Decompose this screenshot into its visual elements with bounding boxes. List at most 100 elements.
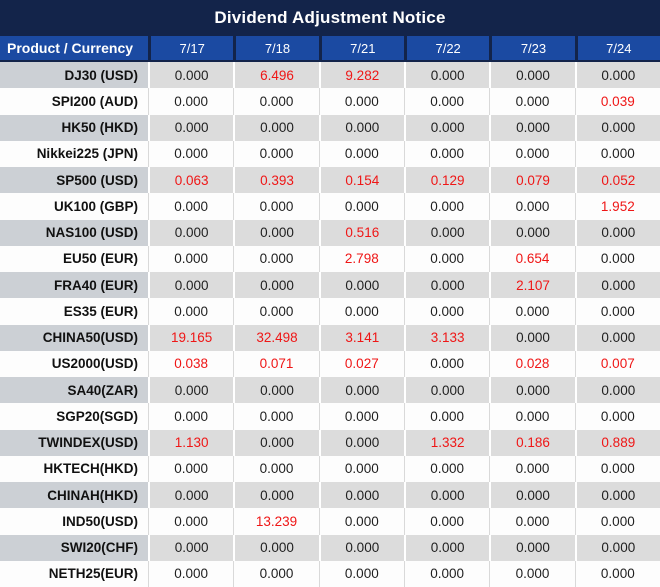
value-cell: 1.130	[148, 429, 234, 456]
dividend-table: Product / Currency 7/17 7/18 7/21 7/22 7/23 7/…	[0, 36, 660, 587]
value-cell: 0.000	[403, 534, 490, 561]
value-cell: 0.000	[489, 298, 575, 325]
value-cell: 0.000	[233, 534, 319, 561]
value-cell: 0.000	[148, 62, 234, 89]
value-cell: 0.000	[574, 455, 660, 482]
value-cell: 0.000	[489, 140, 575, 167]
title-bar: Dividend Adjustment Notice	[0, 0, 660, 36]
value-cell: 0.000	[574, 534, 660, 561]
value-cell: 0.516	[318, 219, 404, 246]
date-header: 7/23	[489, 36, 575, 62]
value-cell: 0.000	[403, 508, 490, 535]
table-row: FRA40 (EUR) 0.000 0.000 0.000 0.000 2.107 0.00…	[0, 272, 660, 299]
value-cell: 0.889	[574, 429, 660, 456]
value-cell: 0.000	[574, 62, 660, 89]
value-cell: 0.027	[318, 350, 404, 377]
product-cell: SWI20(CHF)	[0, 534, 148, 561]
value-cell: 3.141	[318, 324, 404, 351]
date-header: 7/21	[318, 36, 404, 62]
value-cell: 0.000	[403, 193, 490, 220]
value-cell: 0.000	[318, 534, 404, 561]
value-cell: 0.000	[489, 193, 575, 220]
value-cell: 0.000	[233, 114, 319, 141]
value-cell: 0.000	[148, 403, 234, 430]
product-cell: EU50 (EUR)	[0, 245, 148, 272]
value-cell: 0.129	[403, 167, 490, 194]
value-cell: 0.000	[403, 140, 490, 167]
value-cell: 0.000	[574, 482, 660, 509]
value-cell: 0.000	[489, 324, 575, 351]
table-row: Nikkei225 (JPN) 0.000 0.000 0.000 0.000 0.000…	[0, 140, 660, 167]
value-cell: 0.000	[318, 114, 404, 141]
value-cell: 3.133	[403, 324, 490, 351]
table-row: US2000(USD) 0.038 0.071 0.027 0.000 0.028 0.00…	[0, 350, 660, 377]
value-cell: 0.000	[489, 114, 575, 141]
value-cell: 0.000	[574, 272, 660, 299]
value-cell: 0.028	[489, 350, 575, 377]
value-cell: 0.000	[403, 114, 490, 141]
value-cell: 9.282	[318, 62, 404, 89]
product-cell: HK50 (HKD)	[0, 114, 148, 141]
product-currency-header: Product / Currency	[0, 36, 148, 62]
value-cell: 0.000	[318, 403, 404, 430]
value-cell: 0.000	[318, 140, 404, 167]
value-cell: 0.000	[148, 245, 234, 272]
value-cell: 0.000	[148, 272, 234, 299]
value-cell: 0.154	[318, 167, 404, 194]
value-cell: 0.000	[489, 377, 575, 404]
table-row: SA40(ZAR) 0.000 0.000 0.000 0.000 0.000 0.000	[0, 377, 660, 404]
date-header: 7/17	[148, 36, 234, 62]
value-cell: 0.000	[403, 298, 490, 325]
table-row: SWI20(CHF) 0.000 0.000 0.000 0.000 0.000 0.000	[0, 534, 660, 561]
value-cell: 0.000	[148, 377, 234, 404]
value-cell: 0.000	[148, 455, 234, 482]
value-cell: 0.000	[318, 508, 404, 535]
value-cell: 0.000	[233, 403, 319, 430]
value-cell: 0.000	[148, 88, 234, 115]
table-row: SP500 (USD) 0.063 0.393 0.154 0.129 0.079 0.05…	[0, 167, 660, 194]
value-cell: 0.000	[403, 272, 490, 299]
value-cell: 0.000	[403, 62, 490, 89]
value-cell: 0.000	[403, 245, 490, 272]
value-cell: 0.000	[403, 482, 490, 509]
value-cell: 0.079	[489, 167, 575, 194]
table-header: Product / Currency 7/17 7/18 7/21 7/22 7/23 7/…	[0, 36, 660, 62]
table-row: ES35 (EUR) 0.000 0.000 0.000 0.000 0.000 0.000	[0, 298, 660, 325]
value-cell: 6.496	[233, 62, 319, 89]
value-cell: 0.000	[318, 455, 404, 482]
value-cell: 0.038	[148, 350, 234, 377]
value-cell: 0.186	[489, 429, 575, 456]
value-cell: 0.000	[318, 88, 404, 115]
value-cell: 0.000	[148, 114, 234, 141]
value-cell: 0.000	[574, 219, 660, 246]
value-cell: 19.165	[148, 324, 234, 351]
value-cell: 0.000	[403, 219, 490, 246]
value-cell: 0.000	[574, 114, 660, 141]
value-cell: 0.000	[574, 508, 660, 535]
product-cell: NETH25(EUR)	[0, 560, 148, 587]
product-cell: DJ30 (USD)	[0, 62, 148, 89]
value-cell: 0.000	[403, 88, 490, 115]
table-row: NETH25(EUR) 0.000 0.000 0.000 0.000 0.000 0.00…	[0, 560, 660, 587]
product-cell: Nikkei225 (JPN)	[0, 140, 148, 167]
product-cell: ES35 (EUR)	[0, 298, 148, 325]
value-cell: 0.000	[148, 482, 234, 509]
value-cell: 0.000	[574, 560, 660, 587]
value-cell: 0.000	[489, 482, 575, 509]
product-cell: FRA40 (EUR)	[0, 272, 148, 299]
table-body: DJ30 (USD) 0.000 6.496 9.282 0.000 0.000 0.000…	[0, 62, 660, 587]
product-cell: CHINA50(USD)	[0, 324, 148, 351]
product-cell: US2000(USD)	[0, 350, 148, 377]
value-cell: 0.000	[148, 534, 234, 561]
value-cell: 0.000	[489, 455, 575, 482]
value-cell: 0.000	[403, 560, 490, 587]
value-cell: 0.000	[233, 377, 319, 404]
value-cell: 0.000	[148, 219, 234, 246]
value-cell: 0.000	[574, 403, 660, 430]
value-cell: 0.000	[574, 298, 660, 325]
value-cell: 0.000	[489, 219, 575, 246]
product-cell: SPI200 (AUD)	[0, 88, 148, 115]
value-cell: 0.000	[233, 298, 319, 325]
value-cell: 2.798	[318, 245, 404, 272]
